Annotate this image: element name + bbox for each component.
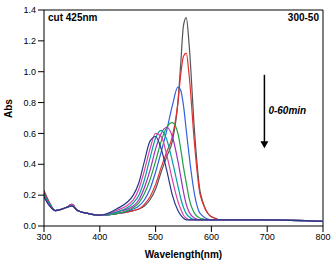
svg-text:0.4: 0.4 [23, 159, 36, 169]
svg-text:0.8: 0.8 [23, 98, 36, 108]
svg-text:Abs: Abs [3, 99, 14, 118]
svg-text:400: 400 [92, 232, 107, 242]
html-text:0-60min: 0-60min [268, 104, 307, 116]
svg-text:0.6: 0.6 [23, 129, 36, 139]
svg-text:0.2: 0.2 [23, 190, 36, 200]
svg-text:0.0: 0.0 [23, 221, 36, 231]
svg-text:1.2: 1.2 [23, 36, 36, 46]
html-text:300-50: 300-50 [287, 12, 319, 23]
svg-text:800: 800 [315, 232, 330, 242]
svg-text:700: 700 [260, 232, 275, 242]
svg-text:Wavelength(nm): Wavelength(nm) [145, 249, 222, 260]
svg-text:600: 600 [204, 232, 219, 242]
svg-text:1.0: 1.0 [23, 67, 36, 77]
html-text:cut 425nm: cut 425nm [48, 12, 98, 23]
svg-text:500: 500 [148, 232, 163, 242]
svg-text:300: 300 [36, 232, 51, 242]
svg-text:1.4: 1.4 [23, 5, 36, 15]
